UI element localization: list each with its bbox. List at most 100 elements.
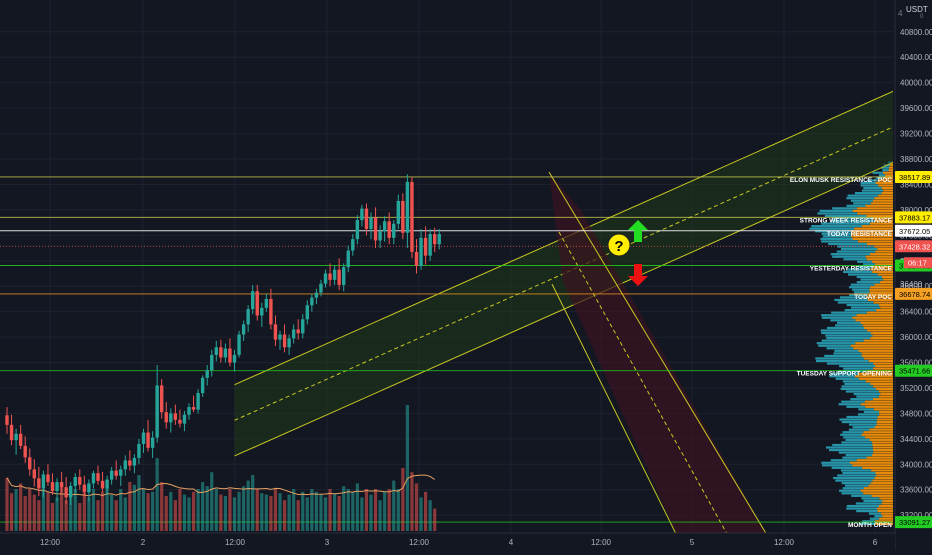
profile-bar-blue bbox=[821, 331, 871, 335]
countdown-label: 06:17 bbox=[908, 258, 927, 267]
volume-bar bbox=[91, 489, 96, 531]
volume-bar bbox=[387, 489, 391, 531]
candle-body bbox=[401, 200, 405, 233]
candle bbox=[219, 339, 223, 363]
x-tick-label: 5 bbox=[690, 538, 695, 547]
profile-bar-orange bbox=[849, 461, 893, 464]
profile-bar-blue bbox=[847, 194, 879, 197]
profile-bar-blue bbox=[840, 247, 878, 251]
volume-bar bbox=[182, 494, 187, 531]
profile-bar-orange bbox=[850, 230, 893, 233]
profile-bar-orange bbox=[873, 385, 893, 388]
profile-bar-orange bbox=[890, 164, 893, 167]
volume-bar bbox=[292, 489, 296, 531]
candle bbox=[305, 300, 309, 325]
profile-bar-orange bbox=[863, 326, 893, 330]
profile-bar-orange bbox=[874, 520, 893, 523]
candle bbox=[423, 226, 428, 265]
profile-bar-blue bbox=[821, 232, 851, 235]
profile-bar-orange bbox=[880, 512, 893, 515]
volume-bar bbox=[396, 489, 400, 531]
candle bbox=[246, 305, 250, 333]
profile-bar-blue bbox=[821, 240, 859, 243]
volume-ma-line bbox=[6, 474, 435, 497]
profile-bar-blue bbox=[821, 339, 864, 342]
profile-bar-blue bbox=[858, 413, 880, 416]
candle-body bbox=[128, 460, 132, 466]
candle-body bbox=[373, 217, 378, 241]
profile-bar-orange bbox=[855, 375, 893, 378]
profile-bar-blue bbox=[820, 329, 867, 332]
price-tag-bg bbox=[895, 516, 932, 529]
candle bbox=[150, 431, 155, 458]
profile-bar-blue bbox=[843, 367, 874, 370]
volume-bar bbox=[401, 468, 405, 531]
candle bbox=[160, 379, 164, 419]
profile-bar-orange bbox=[875, 250, 893, 253]
candle bbox=[382, 216, 387, 242]
profile-bar-blue bbox=[841, 482, 871, 485]
profile-bar-blue bbox=[853, 202, 872, 205]
profile-bar-orange bbox=[872, 270, 893, 274]
candle bbox=[87, 479, 91, 502]
profile-bar-blue bbox=[834, 298, 868, 302]
candle-body bbox=[150, 437, 155, 448]
candle-body bbox=[328, 273, 332, 280]
descending-channel-top bbox=[548, 171, 777, 551]
candle bbox=[23, 436, 27, 464]
profile-bar-orange bbox=[863, 431, 893, 434]
volume-bar bbox=[424, 491, 428, 531]
candle-body bbox=[364, 208, 369, 229]
candle-body bbox=[114, 470, 118, 476]
level-label: ELON MUSK RESISTANCE - POC bbox=[790, 177, 892, 184]
profile-bar-orange bbox=[872, 454, 893, 457]
candle-body bbox=[392, 223, 396, 238]
candle-body bbox=[314, 292, 319, 298]
volume-bar bbox=[46, 491, 50, 531]
descending-channel-bottom bbox=[551, 283, 685, 551]
volume-bar bbox=[19, 483, 23, 531]
corner-glyph-right: 0 bbox=[920, 14, 924, 20]
candle bbox=[392, 220, 396, 245]
profile-bar-blue bbox=[861, 497, 880, 500]
profile-bar-orange bbox=[870, 382, 893, 386]
x-tick-label: 3 bbox=[325, 538, 330, 547]
profile-bar-orange bbox=[881, 191, 893, 195]
candle bbox=[96, 465, 100, 485]
profile-bar-blue bbox=[840, 469, 872, 472]
profile-bar-blue bbox=[857, 265, 873, 268]
profile-bar-orange bbox=[872, 260, 893, 263]
profile-bar-blue bbox=[855, 502, 882, 505]
volume-bar bbox=[96, 500, 100, 531]
profile-bar-blue bbox=[830, 319, 856, 322]
y-tick-label: 35200.00 bbox=[900, 384, 932, 393]
profile-bar-orange bbox=[861, 354, 893, 358]
candle-body bbox=[210, 354, 214, 371]
profile-bar-blue bbox=[829, 448, 874, 452]
price-tag-bg bbox=[895, 211, 932, 224]
candle bbox=[387, 212, 391, 245]
profile-bar-orange bbox=[876, 420, 893, 424]
current-price-tag-bg bbox=[895, 240, 932, 253]
profile-bar-orange bbox=[852, 237, 893, 240]
profile-bar-blue bbox=[835, 324, 863, 327]
profile-bar-orange bbox=[873, 301, 893, 304]
profile-bar-orange bbox=[877, 415, 893, 419]
candle bbox=[241, 320, 246, 341]
volume-bar bbox=[9, 493, 14, 531]
candle bbox=[255, 284, 259, 321]
x-tick-label: 12:00 bbox=[225, 538, 246, 547]
candle bbox=[273, 315, 278, 347]
volume-bar bbox=[378, 500, 382, 531]
profile-bar-orange bbox=[879, 413, 893, 416]
profile-bar-blue bbox=[837, 321, 861, 324]
candle-body bbox=[278, 334, 282, 340]
grid bbox=[0, 0, 893, 533]
profile-bar-orange bbox=[878, 303, 893, 307]
profile-bar-blue bbox=[820, 237, 853, 240]
profile-bar-orange bbox=[872, 334, 893, 337]
volume-bar bbox=[323, 497, 328, 531]
profile-bar-blue bbox=[816, 342, 856, 345]
